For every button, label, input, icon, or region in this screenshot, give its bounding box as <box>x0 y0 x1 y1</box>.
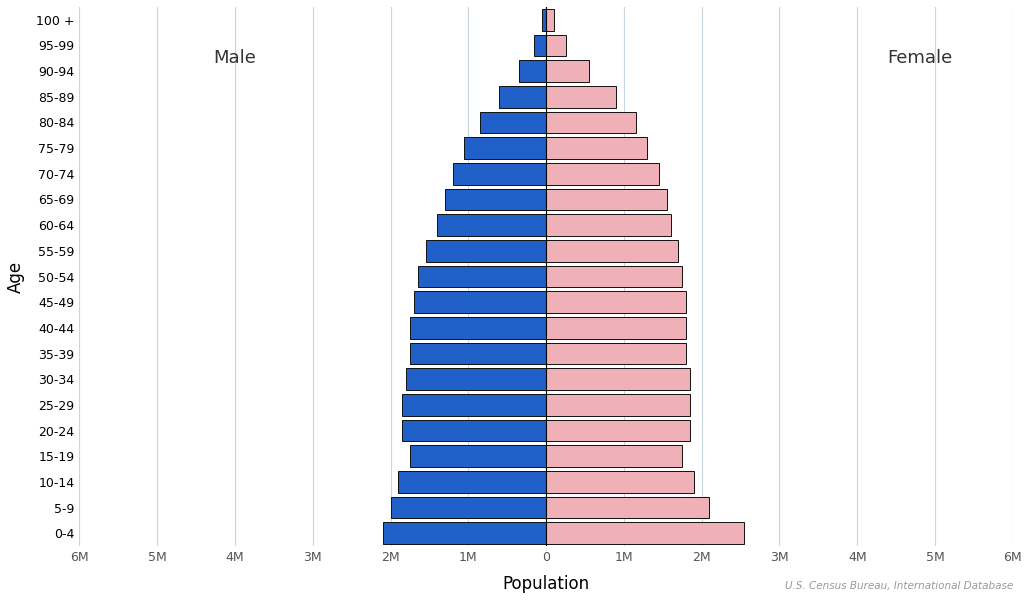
Y-axis label: Age: Age <box>7 260 25 293</box>
Bar <box>406 368 546 390</box>
Bar <box>546 343 686 364</box>
Bar <box>546 137 647 159</box>
Bar <box>546 419 690 442</box>
Bar <box>546 86 616 108</box>
Bar <box>410 317 546 339</box>
Bar <box>546 240 678 262</box>
Bar <box>546 60 589 82</box>
Bar <box>426 240 546 262</box>
Bar <box>546 291 686 313</box>
Bar <box>418 266 546 287</box>
Bar <box>410 445 546 467</box>
Bar <box>546 214 671 236</box>
Bar <box>519 60 546 82</box>
Bar <box>453 163 546 185</box>
Bar <box>383 523 546 544</box>
Bar <box>414 291 546 313</box>
Bar <box>464 137 546 159</box>
Bar <box>391 497 546 518</box>
Bar <box>546 163 659 185</box>
Bar <box>402 394 546 416</box>
Bar <box>437 214 546 236</box>
Bar <box>546 266 682 287</box>
Bar <box>546 317 686 339</box>
Bar <box>546 35 566 56</box>
Bar <box>534 35 546 56</box>
Bar <box>546 471 694 493</box>
Bar <box>546 188 667 211</box>
Bar <box>546 497 709 518</box>
Text: Female: Female <box>887 49 952 67</box>
Bar <box>410 343 546 364</box>
Bar <box>546 523 744 544</box>
Bar <box>546 112 636 133</box>
Bar <box>546 368 690 390</box>
Text: Male: Male <box>214 49 256 67</box>
X-axis label: Population: Population <box>502 575 590 593</box>
Bar <box>542 9 546 31</box>
Text: U.S. Census Bureau, International Database: U.S. Census Bureau, International Databa… <box>785 581 1014 591</box>
Bar <box>546 445 682 467</box>
Bar <box>546 9 554 31</box>
Bar <box>402 419 546 442</box>
Bar <box>499 86 546 108</box>
Bar <box>546 394 690 416</box>
Bar <box>445 188 546 211</box>
Bar <box>480 112 546 133</box>
Bar <box>398 471 546 493</box>
